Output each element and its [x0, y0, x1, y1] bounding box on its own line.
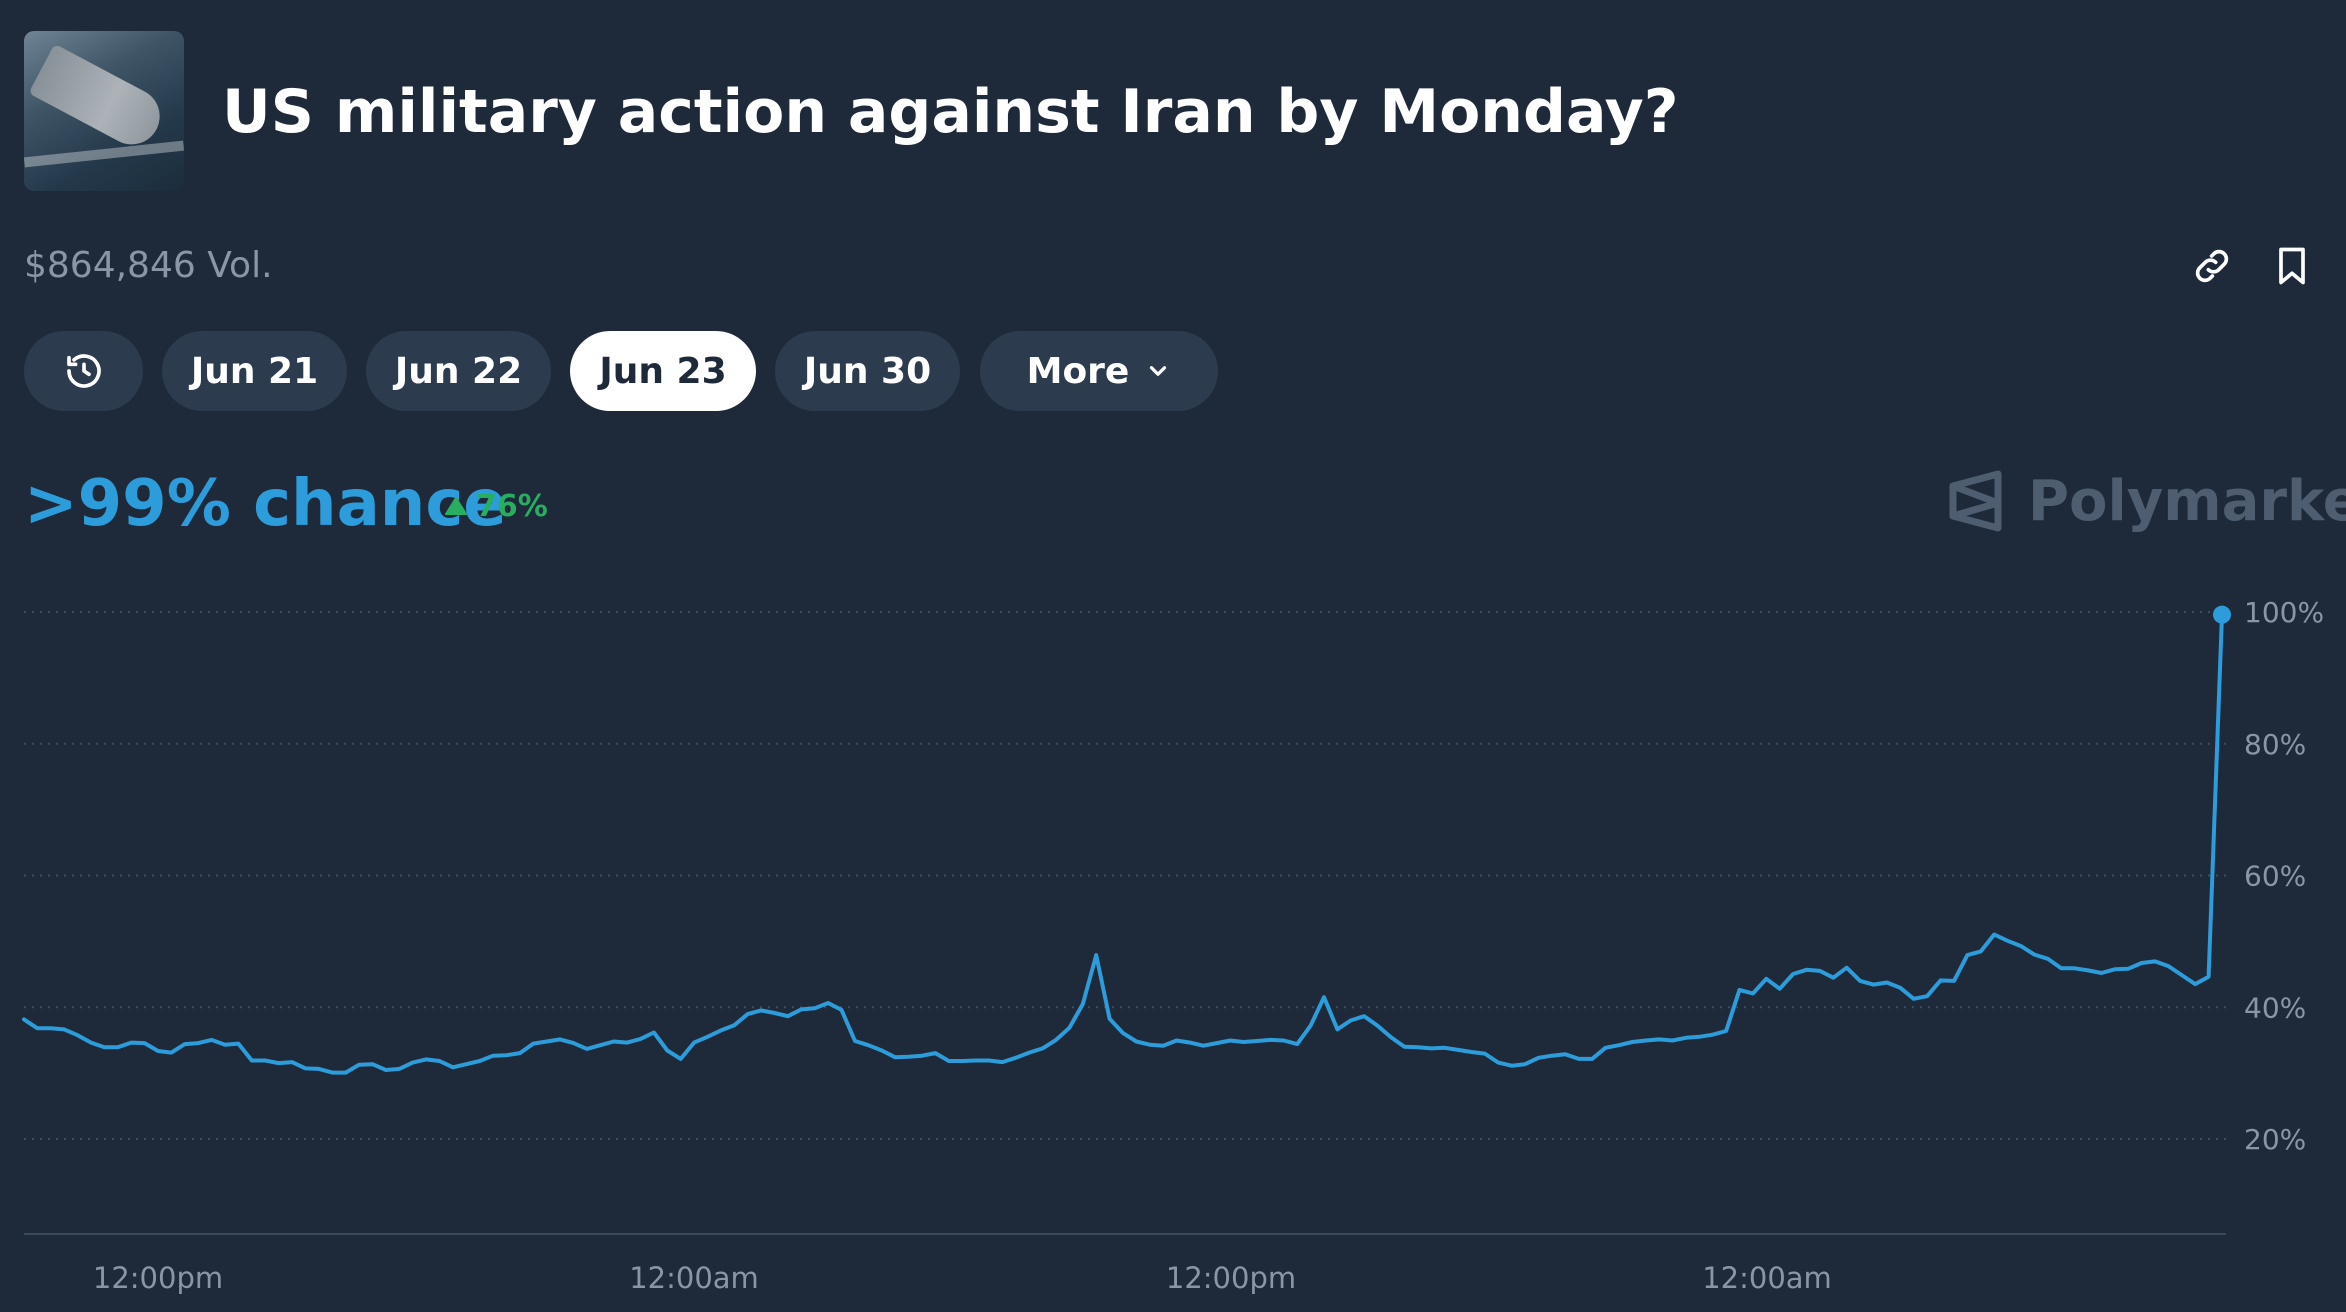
- x-tick-label: 12:00pm: [93, 1261, 223, 1295]
- y-tick-label: 20%: [2244, 1123, 2306, 1156]
- polymarket-logo: Polymarket: [1948, 466, 2346, 536]
- y-tick-label: 60%: [2244, 860, 2306, 893]
- date-tab-jun-22[interactable]: Jun 22: [366, 331, 551, 411]
- volume-label: $864,846 Vol.: [24, 245, 273, 286]
- wake-shape: [24, 140, 184, 168]
- chevron-down-icon: [1150, 366, 1167, 376]
- bookmark-icon[interactable]: [2270, 244, 2314, 288]
- market-title: US military action against Iran by Monda…: [222, 77, 1679, 147]
- chart-grid: [24, 611, 2226, 1140]
- history-icon: [66, 354, 101, 388]
- market-thumbnail: [24, 31, 184, 191]
- date-tab-jun-23[interactable]: Jun 23: [570, 331, 756, 411]
- date-tab-jun-30[interactable]: Jun 30: [775, 331, 960, 411]
- link-icon[interactable]: [2190, 244, 2234, 288]
- more-dropdown-button[interactable]: More: [980, 331, 1218, 411]
- triangle-up-icon: [445, 497, 467, 515]
- x-axis-ticks: 12:00pm 12:00am 12:00pm 12:00am: [93, 1261, 1832, 1295]
- carrier-shape: [28, 43, 170, 155]
- polymarket-icon: [1949, 470, 2002, 532]
- series-line: [22, 612, 2224, 1075]
- x-tick-label: 12:00am: [1702, 1261, 1832, 1295]
- chance-value: >99% chance: [24, 467, 507, 541]
- y-axis-ticks: 100% 80% 60% 40% 20%: [2244, 596, 2324, 1156]
- y-tick-label: 80%: [2244, 728, 2306, 761]
- y-tick-label: 100%: [2244, 596, 2324, 629]
- change-indicator: 76%: [444, 488, 548, 524]
- y-tick-label: 40%: [2244, 991, 2306, 1024]
- change-value: 76%: [476, 488, 548, 524]
- more-label: More: [1026, 350, 1130, 392]
- x-tick-label: 12:00pm: [1166, 1261, 1296, 1295]
- date-tab-jun-21[interactable]: Jun 21: [162, 331, 347, 411]
- chart-series: [22, 605, 2231, 1075]
- history-button[interactable]: [24, 331, 143, 411]
- price-chart: 100%80%60%40%20% 12:00pm 12:00am 12:00pm 12…: [22, 596, 2324, 1295]
- series-endpoint: [2213, 605, 2231, 624]
- brand-name: Polymarket: [2028, 468, 2346, 534]
- x-tick-label: 12:00am: [629, 1261, 759, 1295]
